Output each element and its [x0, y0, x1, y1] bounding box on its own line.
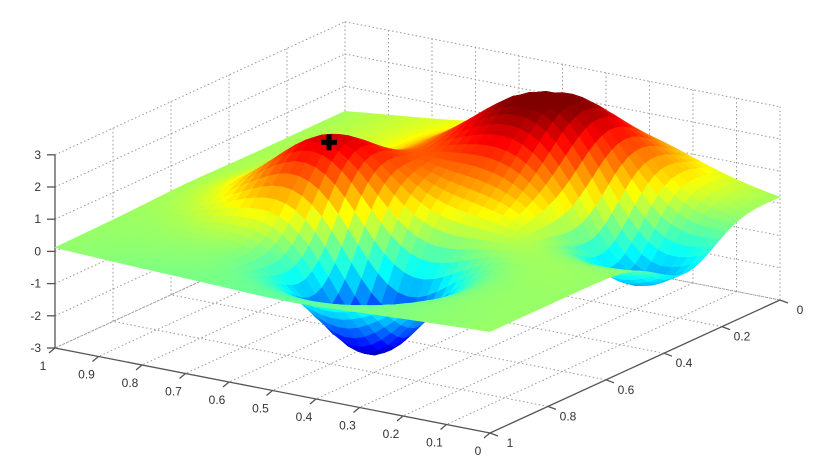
- y-tick-label: 0.4: [676, 356, 693, 370]
- y-tick: [547, 405, 557, 411]
- x-tick: [396, 415, 404, 422]
- x-tick: [135, 364, 143, 371]
- y-tick-label: 0: [797, 303, 804, 317]
- y-tick: [489, 432, 499, 437]
- grid-line: [344, 53, 781, 140]
- x-tick: [266, 390, 273, 396]
- tick-labels: 0 0.1 0.2 0.3 0.4 0.5 0.6 0.7 0.8 0.9 1 0 0.2 0.4 0.6 0…: [30, 148, 803, 458]
- z-tick-label: 3: [34, 148, 41, 162]
- x-tick: [92, 356, 99, 362]
- axes: [47, 154, 789, 439]
- x-tick-label: 0.1: [426, 436, 443, 450]
- x-tick-label: 0.4: [296, 410, 313, 424]
- x-tick-label: 0.7: [165, 385, 182, 399]
- x-tick-label: 0: [475, 444, 482, 458]
- z-tick-label: 0: [34, 244, 41, 258]
- x-tick: [222, 381, 230, 388]
- z-tick-label: -2: [30, 309, 41, 323]
- cursor-marker-v: [326, 134, 332, 151]
- x-tick-label: 0.3: [339, 419, 356, 433]
- grid-line: [402, 282, 694, 417]
- y-tick-label: 1: [507, 436, 514, 450]
- grid-line: [54, 150, 346, 285]
- x-tick-label: 1: [40, 359, 47, 373]
- y-tick: [779, 299, 789, 304]
- y-tick-label: 0.2: [734, 330, 751, 344]
- x-tick: [48, 347, 56, 354]
- y-tick: [605, 379, 615, 384]
- grid-line: [54, 182, 346, 317]
- z-tick-label: -1: [30, 277, 41, 291]
- y-tick: [721, 325, 731, 331]
- x-tick: [309, 398, 317, 405]
- grid-line: [54, 21, 346, 156]
- surface: [54, 90, 781, 356]
- x-tick-label: 0.8: [122, 376, 139, 390]
- grid-line: [54, 53, 346, 188]
- y-tick-label: 0.6: [618, 383, 635, 397]
- grid-line: [446, 291, 737, 425]
- cursor-marker: [321, 134, 338, 151]
- x-tick-label: 0.2: [383, 427, 400, 441]
- grid-line: [344, 214, 781, 301]
- x-tick-label: 0.9: [78, 368, 95, 382]
- grid-line: [54, 214, 346, 349]
- x-tick-label: 0.6: [209, 393, 226, 407]
- x-tick-label: 0.5: [252, 402, 269, 416]
- grid-line: [344, 21, 781, 108]
- grid-line: [170, 294, 607, 381]
- grid-line: [359, 274, 650, 408]
- y-tick: [663, 352, 673, 357]
- x-tick: [353, 407, 360, 413]
- x-tick: [440, 424, 447, 430]
- z-tick-label: -3: [30, 341, 41, 355]
- y-tick-label: 0.8: [560, 409, 577, 423]
- z-tick-label: 2: [34, 180, 41, 194]
- y-axis-line: [489, 299, 781, 434]
- z-tick-label: 1: [34, 212, 41, 226]
- surface-quad: [479, 326, 498, 332]
- grid-line: [344, 85, 781, 172]
- grid-line: [54, 85, 346, 220]
- x-tick: [483, 432, 491, 439]
- x-tick: [179, 373, 186, 379]
- grid-line: [112, 320, 549, 407]
